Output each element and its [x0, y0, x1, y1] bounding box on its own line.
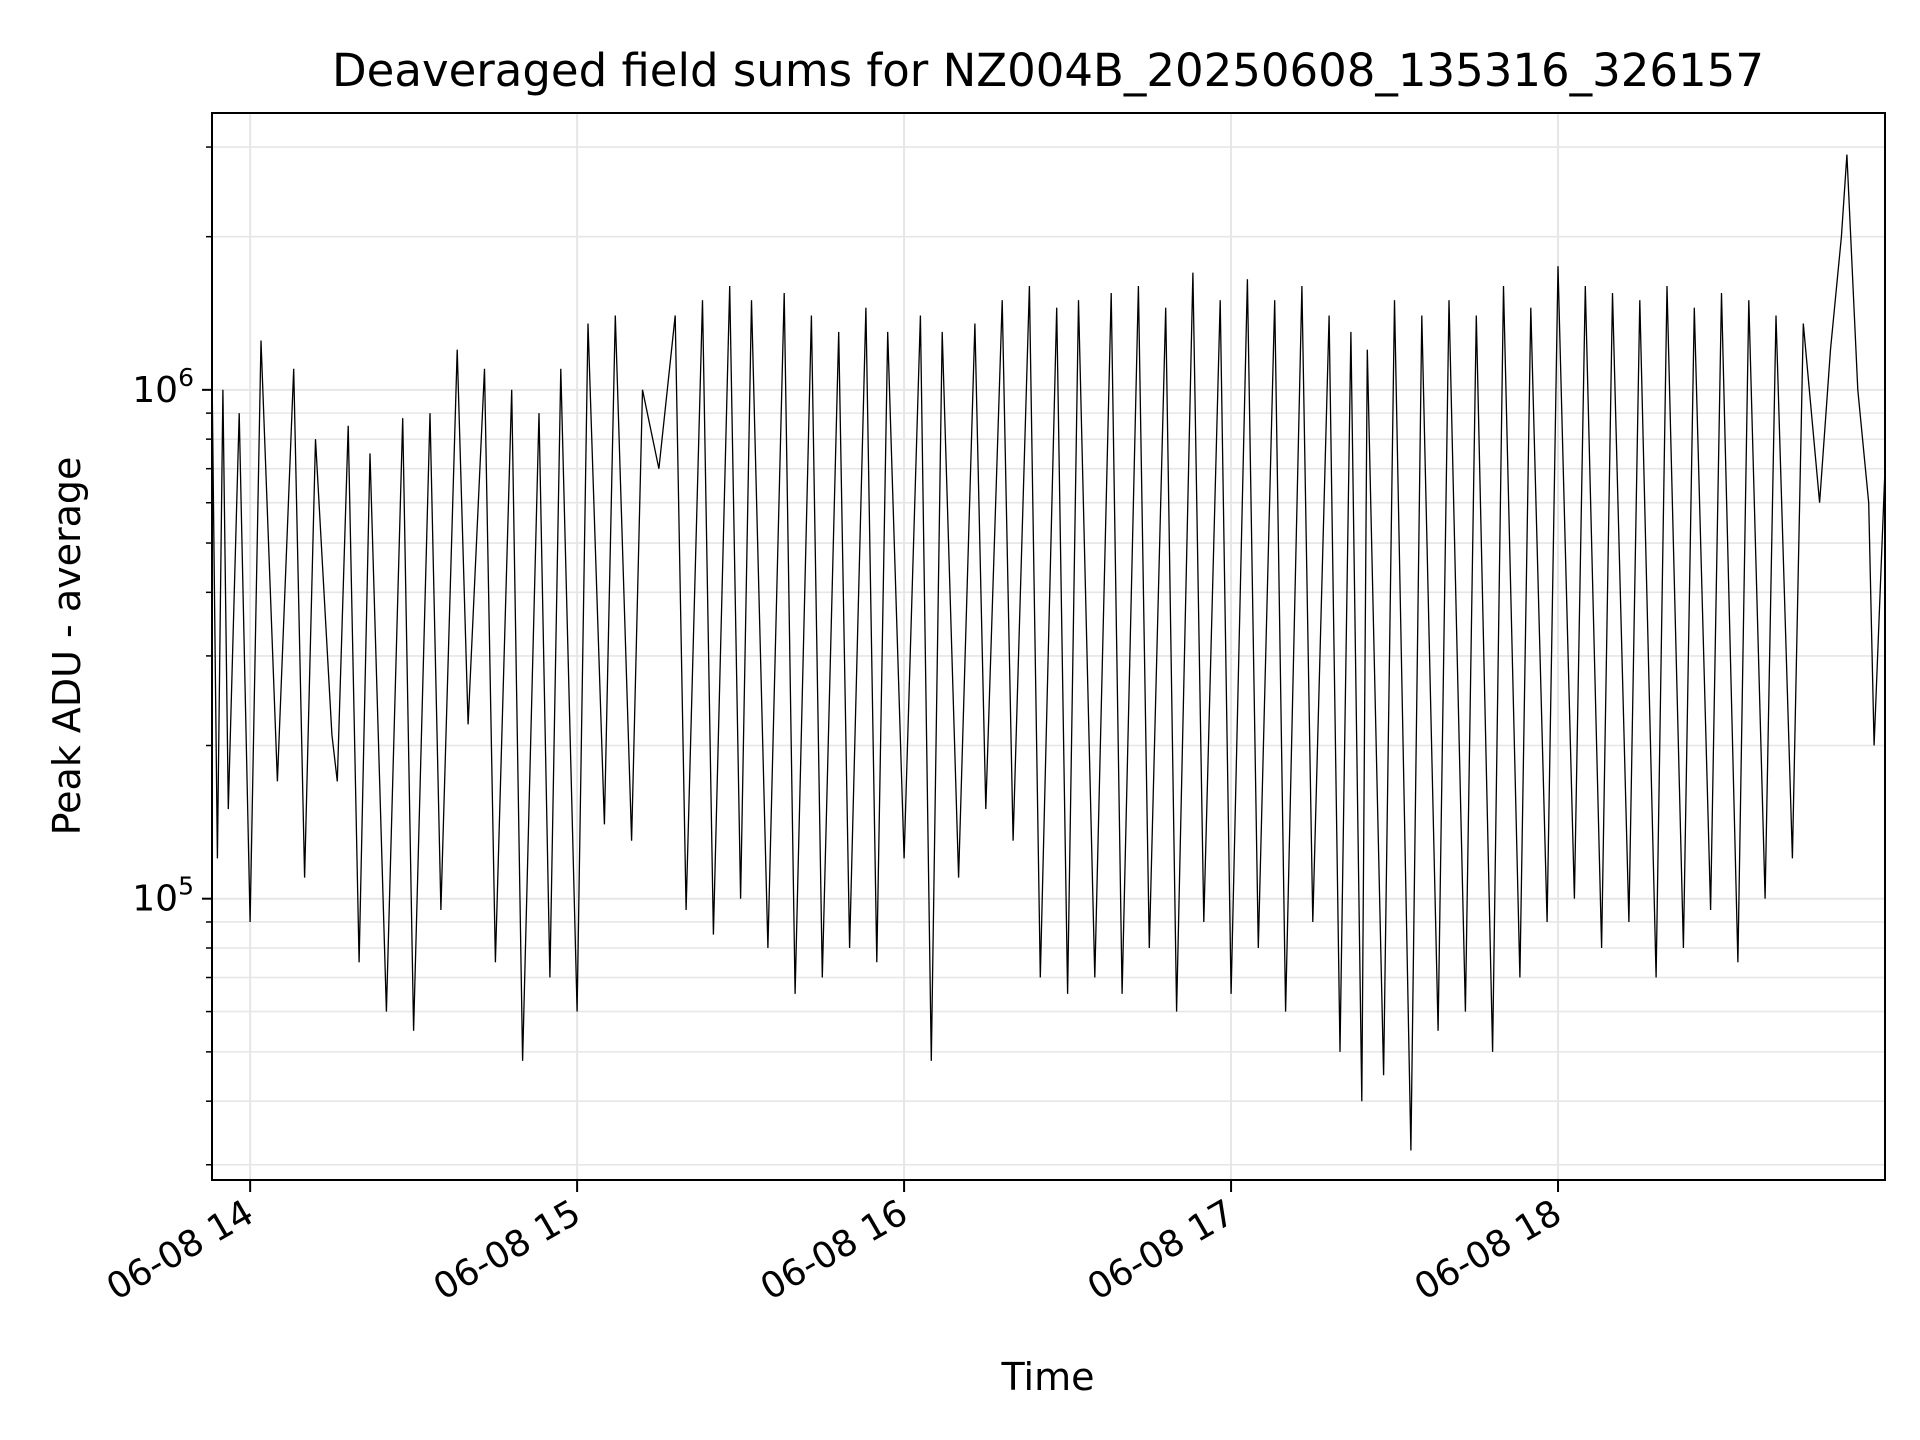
y-axis: 105 106: [132, 146, 212, 1166]
series-line: [211, 154, 1886, 1151]
x-axis-label: Time: [1001, 1355, 1095, 1399]
y-tick-label: 106: [132, 363, 194, 411]
y-tick-label: 105: [132, 872, 194, 920]
plot-area: [211, 154, 1886, 1151]
plot-frame: [211, 112, 1886, 1181]
y-axis-label: Peak ADU - average: [45, 457, 89, 836]
chart-title: Deaveraged field sums for NZ004B_2025060…: [332, 44, 1764, 97]
